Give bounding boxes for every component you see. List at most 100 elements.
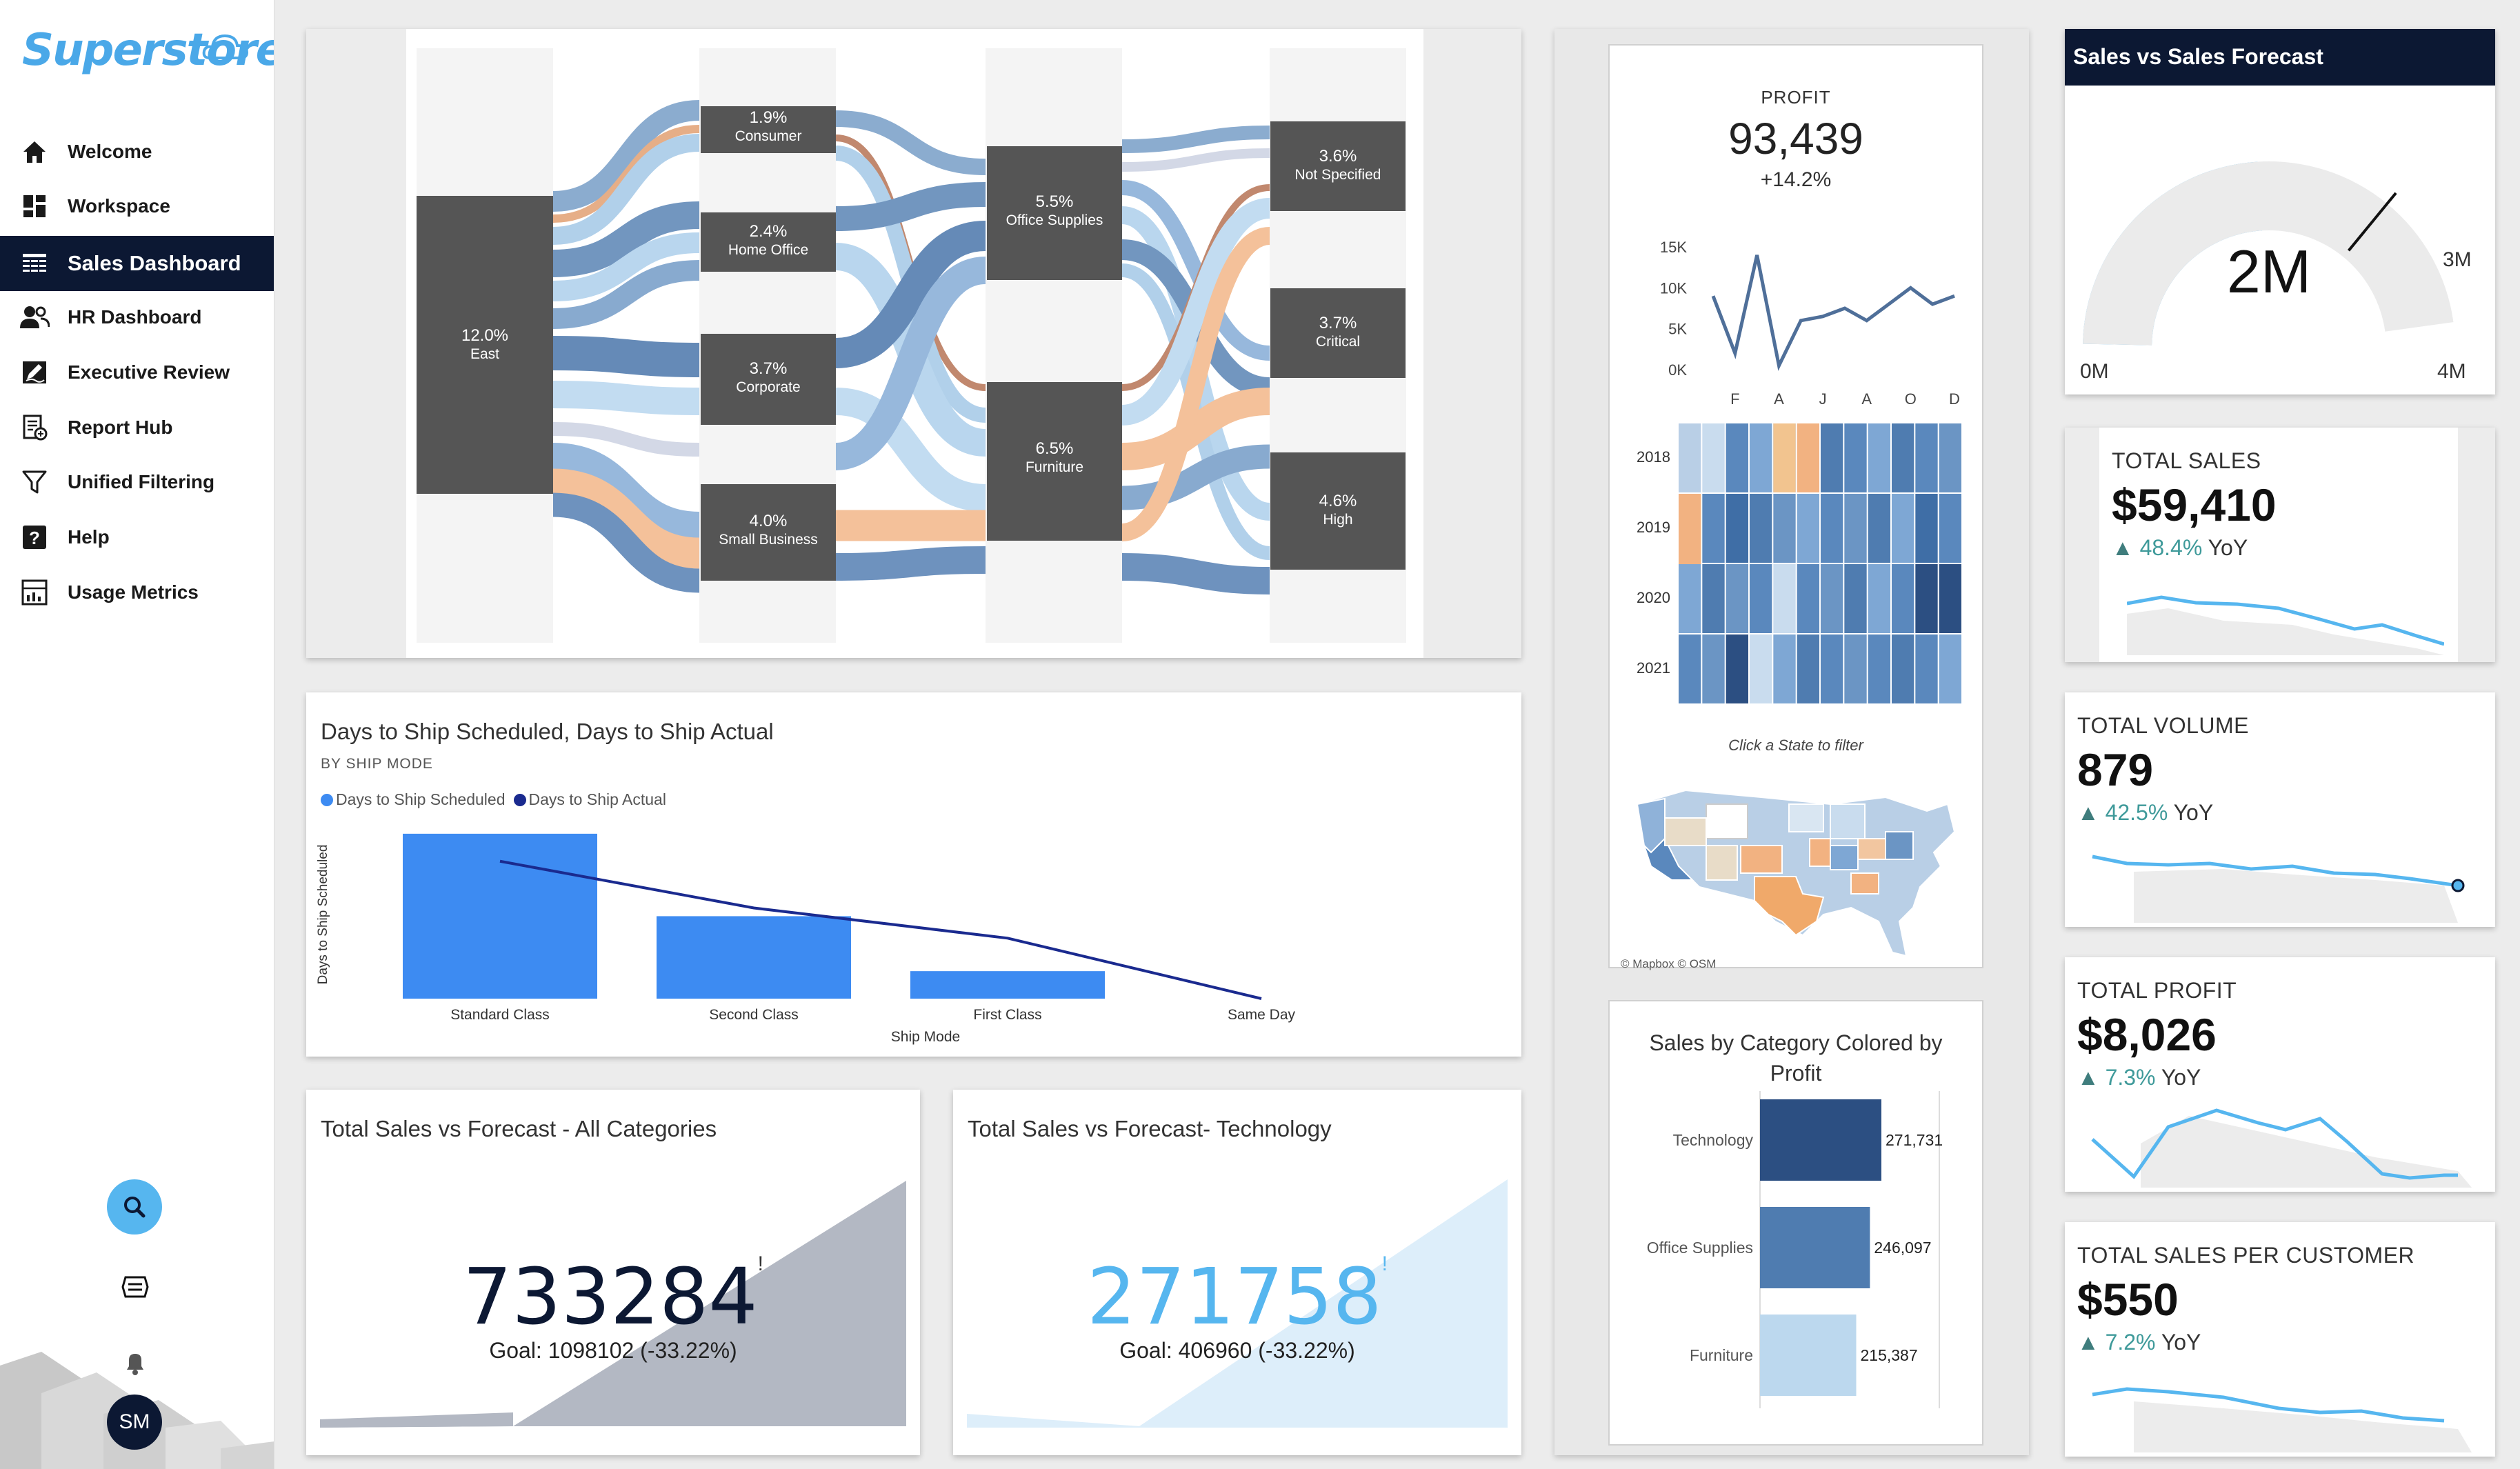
legend-label-scheduled: Days to Ship Scheduled (336, 790, 506, 808)
profit-line (1711, 254, 1955, 371)
forecast-tech-value: 271758 (1087, 1252, 1382, 1342)
sidebar-item-label: HR Dashboard (68, 306, 202, 328)
us-state-map[interactable] (1623, 777, 1968, 956)
kpi-label: TOTAL VOLUME (2077, 713, 2250, 738)
kpi-pct: 42.5% (2105, 800, 2168, 825)
year-label: 2021 (1637, 659, 1670, 677)
kpi-yoy: YoY (2161, 1065, 2201, 1090)
heatmap-cell (1939, 494, 1961, 563)
gauge-value: 2M (2227, 237, 2311, 306)
heatmap-cell (1892, 564, 1914, 633)
sidebar-item-welcome[interactable]: Welcome (0, 124, 274, 179)
heatmap-cell (1868, 423, 1890, 492)
sidebar-item-label: Help (68, 526, 110, 548)
category-bar-chart: Technology 271,731 Office Supplies 246,097 F… (1647, 1091, 1943, 1408)
kpi-label: TOTAL SALES PER CUSTOMER (2077, 1243, 2415, 1268)
sidebar-item-hr-dashboard[interactable]: HR Dashboard (0, 290, 274, 345)
forecast-all-mark: ! (757, 1252, 763, 1275)
cloud-icon (202, 34, 249, 59)
kpi-sparkline (2092, 855, 2465, 923)
people-icon (19, 302, 50, 332)
heatmap-cell (1821, 634, 1843, 703)
heatmap-cell (1868, 494, 1890, 563)
kpi-pct: 7.2% (2105, 1330, 2156, 1355)
y-tick-label: 0K (1668, 361, 1687, 379)
filter-icon (19, 467, 50, 497)
table-icon (19, 248, 50, 279)
kpi-label: TOTAL PROFIT (2077, 978, 2237, 1003)
node-priority-label: Not Specified (1295, 167, 1381, 183)
sidebar-item-sales-dashboard[interactable]: Sales Dashboard (0, 236, 274, 291)
x-tick-label: First Class (973, 1007, 1041, 1023)
sidebar: Superstore Welcome Workspace Sales Dashb… (0, 0, 274, 1469)
node-segment-pct: 4.0% (750, 512, 788, 530)
heatmap-cell (1750, 564, 1772, 633)
sidebar-item-unified-filtering[interactable]: Unified Filtering (0, 454, 274, 510)
heatmap-cell (1797, 423, 1819, 492)
node-segment-label: Small Business (719, 532, 818, 548)
heatmap-cell (1679, 423, 1701, 492)
superstore-logo[interactable]: Superstore (22, 25, 274, 76)
heatmap-cell (1915, 494, 1938, 563)
heatmap-cell (1726, 494, 1748, 563)
kpi-value: $8,026 (2077, 1009, 2217, 1060)
sidebar-item-label: Welcome (68, 141, 152, 162)
forecast-all-panel: Total Sales vs Forecast - All Categories… (306, 1090, 920, 1455)
sidebar-item-usage-metrics[interactable]: Usage Metrics (0, 565, 274, 620)
kpi-value: $59,410 (2112, 479, 2277, 530)
heatmap-cell (1844, 423, 1867, 492)
category-value-label: 271,731 (1886, 1131, 1943, 1149)
heatmap-cell (1868, 634, 1890, 703)
heatmap-cell (1726, 634, 1748, 703)
sidebar-item-executive-review[interactable]: Executive Review (0, 345, 274, 400)
heatmap-cell (1821, 494, 1843, 563)
forecast-tech-mark: ! (1381, 1252, 1388, 1275)
y-tick-label: 15K (1660, 239, 1687, 256)
heatmap-cell (1892, 494, 1914, 563)
kpi-yoy: YoY (2173, 800, 2214, 825)
node-segment-pct: 1.9% (750, 108, 788, 127)
heatmap-cell (1844, 494, 1867, 563)
category-value-label: 215,387 (1861, 1346, 1918, 1364)
node-priority-pct: 3.7% (1319, 314, 1357, 332)
sidebar-item-help[interactable]: ? Help (0, 510, 274, 565)
ship-chart-title: Days to Ship Scheduled, Days to Ship Act… (321, 719, 774, 744)
profit-heatmap[interactable]: 2018 2019 2020 2021 (1610, 423, 1982, 727)
kpi-arrow: ▲ (2077, 1065, 2099, 1090)
node-segment-pct: 3.7% (750, 359, 788, 378)
heatmap-cell (1773, 423, 1796, 492)
heatmap-cell (1797, 494, 1819, 563)
kpi-pct: 48.4% (2139, 535, 2203, 560)
sidebar-item-label: Usage Metrics (68, 581, 199, 603)
heatmap-cell (1797, 634, 1819, 703)
forecast-all-title: Total Sales vs Forecast - All Categories (321, 1116, 717, 1141)
avatar[interactable]: SM (107, 1395, 162, 1450)
heatmap-cell (1939, 634, 1961, 703)
year-label: 2019 (1637, 519, 1670, 536)
kpi-arrow: ▲ (2077, 1330, 2099, 1355)
sidebar-item-report-hub[interactable]: Report Hub (0, 400, 274, 455)
grid-icon (19, 191, 50, 221)
gauge-min-label: 0M (2080, 360, 2109, 383)
search-button[interactable] (107, 1179, 162, 1235)
gauge-title: Sales vs Sales Forecast (2065, 29, 2495, 86)
node-category-label: Office Supplies (1006, 212, 1103, 228)
node-category-pct: 5.5% (1036, 192, 1074, 211)
kpi-sparkline (2127, 595, 2444, 655)
heatmap-cell (1702, 423, 1725, 492)
search-icon (124, 1197, 146, 1218)
sidebar-item-workspace[interactable]: Workspace (0, 179, 274, 234)
middle-column: PROFIT 93,439 +14.2% 15K 10K 5K 0K F A J A O D 20… (1554, 29, 2029, 1455)
heatmap-cell (1679, 634, 1701, 703)
category-value-label: 246,097 (1874, 1239, 1931, 1257)
legend-swatch-scheduled (321, 793, 333, 806)
bar-days-scheduled (657, 916, 851, 999)
category-label: Furniture (1690, 1346, 1753, 1364)
chat-button[interactable] (116, 1268, 154, 1306)
bar-days-scheduled (403, 833, 597, 999)
x-tick-label: Standard Class (450, 1007, 550, 1023)
notifications-button[interactable] (116, 1343, 154, 1382)
heatmap-cell (1939, 564, 1961, 633)
year-label: 2020 (1637, 589, 1670, 606)
pen-icon (19, 357, 50, 388)
